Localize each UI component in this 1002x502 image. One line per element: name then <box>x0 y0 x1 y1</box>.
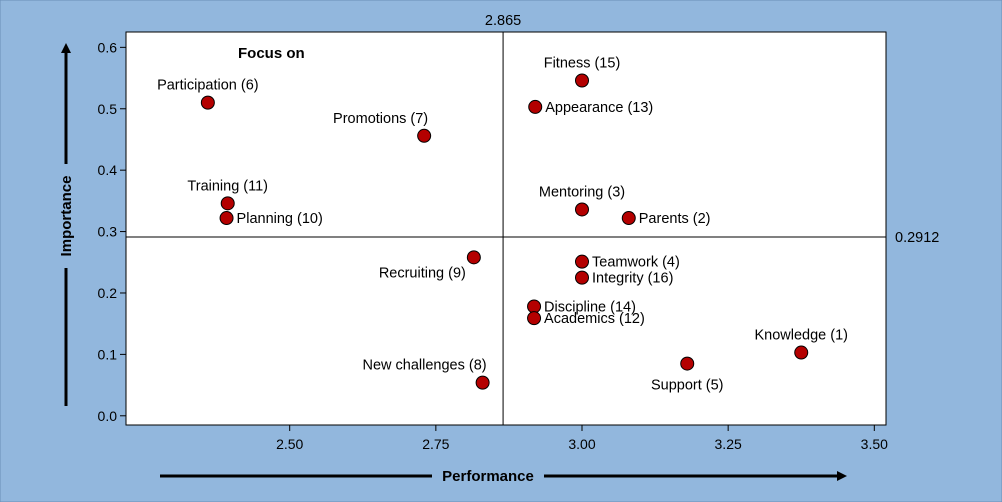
reference-lines: 2.865 0.2912 <box>126 13 939 425</box>
data-point <box>680 356 695 371</box>
data-point-label: Training (11) <box>187 178 268 194</box>
data-point <box>200 95 215 110</box>
data-point <box>219 211 234 226</box>
x-tick-label: 3.25 <box>715 436 742 452</box>
data-point-label: Discipline (14) <box>544 299 636 315</box>
data-point <box>575 202 589 217</box>
plot-area <box>125 31 887 426</box>
y-axis-title: Importance <box>58 176 75 257</box>
horizontal-reference-label: 0.2912 <box>895 230 939 246</box>
data-point <box>475 375 490 390</box>
data-point-label: New challenges (8) <box>362 358 486 374</box>
data-point-label: Integrity (16) <box>592 271 673 287</box>
data-point-label: Support (5) <box>651 378 724 394</box>
data-point-label: Appearance (13) <box>545 100 653 116</box>
x-tick-label: 3.50 <box>861 436 888 452</box>
data-point-label: Mentoring (3) <box>539 184 625 200</box>
data-point-label: Planning (10) <box>237 211 323 227</box>
data-point <box>528 99 543 114</box>
x-tick-label: 2.50 <box>276 436 303 452</box>
y-axis-title-bg <box>54 164 78 268</box>
y-tick-label: 0.0 <box>98 408 118 424</box>
vertical-reference-label: 2.865 <box>485 13 521 29</box>
y-tick-label: 0.3 <box>98 224 118 240</box>
data-point <box>575 270 589 285</box>
data-point-label: Parents (2) <box>639 211 711 227</box>
data-point <box>417 128 432 143</box>
data-point <box>575 254 589 269</box>
data-point <box>527 311 542 326</box>
x-tick-label: 2.75 <box>422 436 449 452</box>
data-point-label: Participation (6) <box>157 78 259 94</box>
data-point-label: Fitness (15) <box>544 56 621 72</box>
data-point <box>794 345 809 360</box>
data-labels: Participation (6) Promotions (7) Training … <box>157 56 848 394</box>
data-point-label: Academics (12) <box>544 311 645 327</box>
y-tick-label: 0.2 <box>98 285 118 301</box>
data-point <box>575 73 589 88</box>
data-markers <box>200 73 809 390</box>
axes: 2.50 2.75 3.00 3.25 3.50 0.0 0.1 0.2 0.3 0.4 0.5 0.… <box>98 39 889 452</box>
data-point <box>466 250 481 265</box>
data-point-label: Recruiting (9) <box>379 265 466 281</box>
data-point <box>621 211 636 226</box>
x-axis-title-bg <box>432 464 544 488</box>
data-point <box>220 196 235 211</box>
data-point-label: Knowledge (1) <box>754 328 848 344</box>
x-tick-label: 3.00 <box>568 436 595 452</box>
x-axis-title: Performance <box>442 468 534 485</box>
data-point-label: Promotions (7) <box>333 111 428 127</box>
y-tick-label: 0.5 <box>98 101 118 117</box>
y-tick-label: 0.1 <box>98 346 118 362</box>
y-tick-label: 0.6 <box>98 39 118 55</box>
quadrant-annotation: Focus on <box>238 45 305 62</box>
data-point-label: Teamwork (4) <box>592 255 680 271</box>
y-tick-label: 0.4 <box>98 162 118 178</box>
data-point <box>527 299 542 314</box>
